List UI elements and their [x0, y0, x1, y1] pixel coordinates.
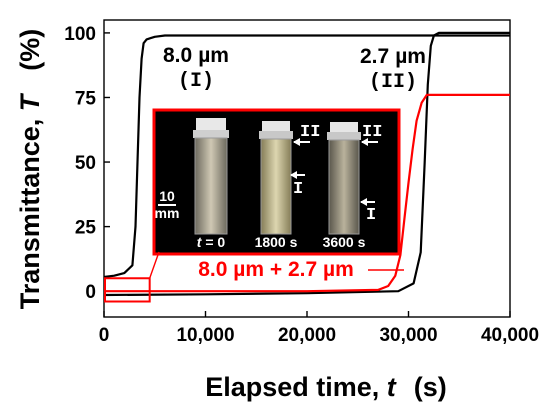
marker-1800-II: II	[293, 123, 320, 146]
x-tick-label: 10,000	[176, 325, 234, 346]
annotation-mix: 8.0 µm + 2.7 µm	[198, 258, 354, 281]
x-tick-label: 30,000	[379, 325, 437, 346]
series-line-2-7um	[103, 31, 510, 297]
zoom-connector	[149, 251, 160, 279]
inset-time-t0: t = 0	[197, 234, 226, 250]
y-tick-label: 50	[75, 153, 96, 174]
inset-time-1800: 1800 s	[255, 234, 298, 250]
svg-text:I: I	[293, 180, 303, 199]
y-tick-label: 75	[75, 88, 97, 109]
vial-t0	[193, 118, 229, 235]
y-tick-label: 100	[64, 24, 96, 45]
annotation-8um: 8.0 µm	[163, 44, 229, 67]
annotation-27um-roman: (II)	[369, 71, 417, 94]
series-line-mix	[104, 93, 510, 293]
marker-3600-II: II	[361, 123, 382, 146]
marker-1800-I: I	[290, 171, 305, 199]
scale-bar-value: 10	[159, 188, 175, 204]
x-tick-label: 40,000	[481, 325, 539, 346]
x-tick-label: 0	[99, 325, 110, 346]
x-axis-title-unit: (s)	[414, 372, 447, 402]
x-axis-title: Elapsed time, t (s)	[205, 372, 447, 402]
scale-bar-unit: mm	[155, 205, 180, 221]
y-tick-label: 25	[75, 218, 97, 239]
svg-text:I: I	[366, 206, 376, 225]
series-line-8um	[103, 34, 510, 279]
y-axis-title: Transmittance, T (%)	[15, 29, 45, 310]
y-tick-label: 0	[85, 282, 96, 303]
x-tick-label: 20,000	[278, 325, 336, 346]
zoom-box	[104, 277, 151, 303]
marker-3600-I: I	[360, 198, 376, 225]
svg-text:II: II	[300, 123, 320, 142]
y-axis-title-symbol: T	[15, 92, 45, 111]
y-axis-title-name: Transmittance,	[15, 111, 45, 309]
inset-photo: 10 mm t = 0 1800 s 3600 s II I II I	[152, 108, 401, 256]
x-axis-title-symbol: t	[387, 372, 397, 402]
svg-text:II: II	[362, 123, 382, 142]
vial-1800s	[259, 121, 293, 235]
annotation-27um: 2.7 µm	[360, 45, 426, 68]
inset-time-3600: 3600 s	[323, 234, 366, 250]
x-axis-title-name: Elapsed time,	[205, 372, 387, 402]
y-axis-title-unit: (%)	[15, 29, 45, 71]
vial-3600s	[327, 122, 361, 235]
annotation-8um-roman: (I)	[178, 70, 214, 93]
